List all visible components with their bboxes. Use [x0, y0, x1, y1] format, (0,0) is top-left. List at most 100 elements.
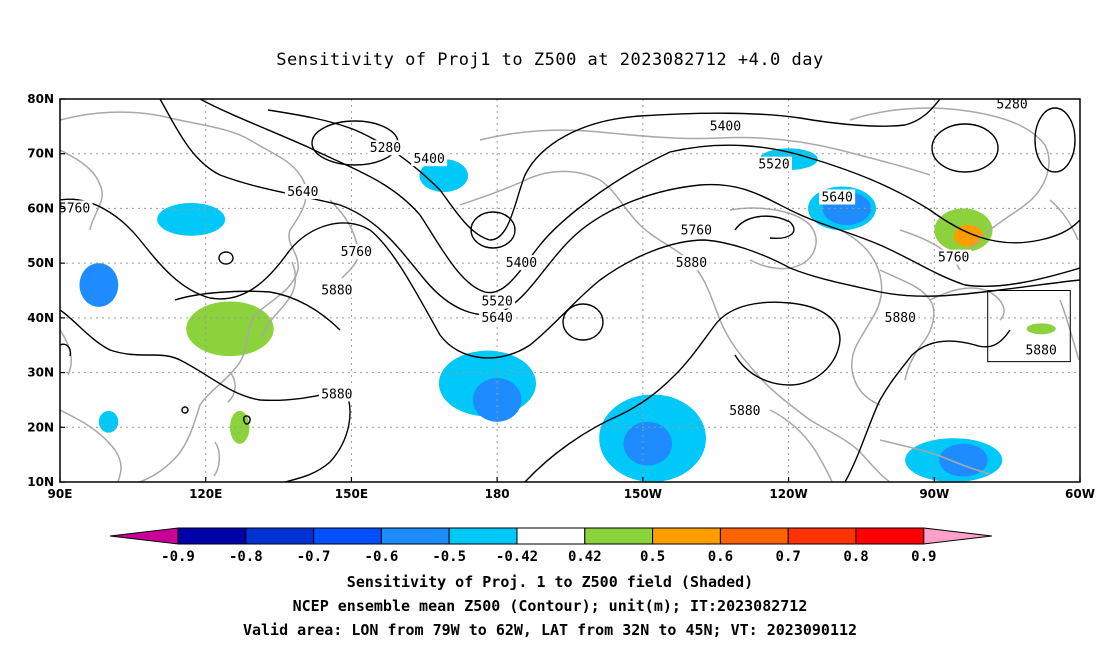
contour-label: 5400 [506, 256, 537, 271]
contour-label-bg [284, 184, 321, 200]
contour-label: 5400 [710, 119, 741, 134]
contour-label-bg [935, 249, 972, 265]
contour-label: 5520 [758, 158, 789, 173]
lon-tick-label: 60W [1065, 487, 1095, 501]
contour-label-bg [707, 118, 744, 134]
grid-lines [60, 99, 1080, 482]
contour-label: 5520 [481, 294, 512, 309]
colorbar-box [177, 527, 247, 545]
contour-label-bg [56, 200, 93, 216]
sensitivity-patch [98, 410, 119, 433]
contour-label-bg [1023, 342, 1060, 358]
colorbar-label: 0.8 [843, 549, 868, 565]
footer-line-2: NCEP ensemble mean Z500 (Contour); unit(… [292, 597, 808, 615]
contour-label: 5280 [996, 97, 1027, 112]
colorbar-label: -0.5 [432, 549, 466, 565]
colorbar-label: -0.8 [229, 549, 263, 565]
colorbar-label: 0.5 [640, 549, 665, 565]
contour-label-bg [318, 282, 355, 298]
colorbar-box [380, 527, 450, 545]
lat-tick-label: 30N [27, 366, 54, 380]
colorbar-label: -0.6 [365, 549, 399, 565]
contour-label: 5640 [287, 185, 318, 200]
colorbar: -0.9 -0.8 -0.7 -0.6 -0.5 -0.42 0.42 0.5 0.6 0.7 0.… [109, 527, 992, 565]
contour-label: 5880 [321, 387, 352, 402]
colorbar-max-triangle [923, 527, 992, 545]
colorbar-box [313, 527, 382, 545]
contour-label-bg [338, 244, 375, 260]
contour-label: 5880 [321, 284, 352, 299]
contour-label-bg [479, 293, 516, 309]
contour-label-bg [678, 222, 715, 238]
contour-label: 5760 [341, 245, 372, 260]
colorbar-box [448, 527, 518, 545]
footer-line-3: Valid area: LON from 79W to 62W, LAT fro… [242, 621, 858, 639]
sensitivity-patch [1090, 280, 1100, 313]
colorbar-box [855, 527, 925, 545]
colorbar-box [787, 527, 857, 545]
lat-tick-label: 50N [27, 256, 54, 270]
map-frame [59, 98, 1081, 483]
contour-label-bg [819, 189, 856, 205]
contour-label: 5640 [821, 190, 852, 205]
contour-label: 5880 [885, 311, 916, 326]
valid-area-box [987, 290, 1071, 363]
contour-label-bg [673, 255, 710, 271]
colorbar-label: 0.42 [568, 549, 602, 565]
sensitivity-shading [79, 148, 1100, 482]
contour-labels: 5280 5400 5640 5760 5760 5880 5880 5400 5520 5640… [56, 96, 1060, 419]
contour-label: 5760 [938, 251, 969, 266]
contour-label: 5880 [676, 256, 707, 271]
sensitivity-patch [953, 224, 983, 247]
colorbar-label: 0.9 [911, 549, 936, 565]
sensitivity-patch [157, 202, 226, 236]
contour-label-bg [318, 386, 355, 402]
contour-label: 5760 [681, 223, 712, 238]
coastlines [60, 107, 1080, 482]
lon-tick-label: 150W [624, 487, 662, 501]
colorbar-label: -0.42 [496, 549, 538, 565]
lat-tick-label: 70N [27, 147, 54, 161]
sensitivity-patch [419, 159, 469, 193]
chart-title: Sensitivity of Proj1 to Z500 at 20230827… [276, 50, 824, 70]
lon-axis-labels: 90E 120E 150E 180 150W 120W 90W 60W [48, 477, 1095, 501]
lat-tick-label: 60N [27, 201, 54, 215]
lat-tick-label: 10N [27, 475, 54, 489]
contour-label: 5880 [729, 404, 760, 419]
sensitivity-patch [1026, 323, 1056, 335]
colorbar-label: 0.7 [776, 549, 801, 565]
colorbar-min-triangle [109, 527, 179, 545]
lon-tick-label: 90W [919, 487, 949, 501]
colorbar-label: -0.7 [297, 549, 331, 565]
contour-label-bg [367, 140, 404, 156]
contour-label: 5760 [59, 201, 90, 216]
lat-axis-labels: 80N 70N 60N 50N 40N 30N 20N 10N [27, 92, 65, 489]
colorbar-box [584, 527, 654, 545]
contour-label: 5280 [370, 141, 401, 156]
colorbar-box [245, 527, 315, 545]
lon-tick-label: 120E [189, 487, 222, 501]
contour-label-bg [994, 96, 1030, 112]
colorbar-box [652, 527, 721, 545]
contour-label-bg [479, 309, 516, 325]
contour-label: 5400 [413, 152, 444, 167]
sensitivity-patch [230, 410, 250, 444]
lat-tick-label: 40N [27, 311, 54, 325]
lon-tick-label: 120W [769, 487, 807, 501]
colorbar-box [516, 527, 586, 545]
contour-label: 5880 [1025, 344, 1056, 359]
sensitivity-patch [939, 443, 988, 477]
sensitivity-patch [623, 421, 672, 466]
contour-label-bg [503, 255, 540, 271]
lat-tick-label: 20N [27, 420, 54, 434]
lon-tick-label: 150E [335, 487, 368, 501]
colorbar-label: -0.9 [161, 549, 195, 565]
z500-contours [60, 99, 1080, 482]
footer-line-1: Sensitivity of Proj. 1 to Z500 field (Sh… [346, 573, 754, 591]
colorbar-box [719, 527, 789, 545]
sensitivity-patch [186, 301, 274, 357]
sensitivity-patch [79, 263, 119, 307]
sensitivity-patch [1085, 384, 1095, 395]
lat-tick-label: 80N [27, 92, 54, 106]
